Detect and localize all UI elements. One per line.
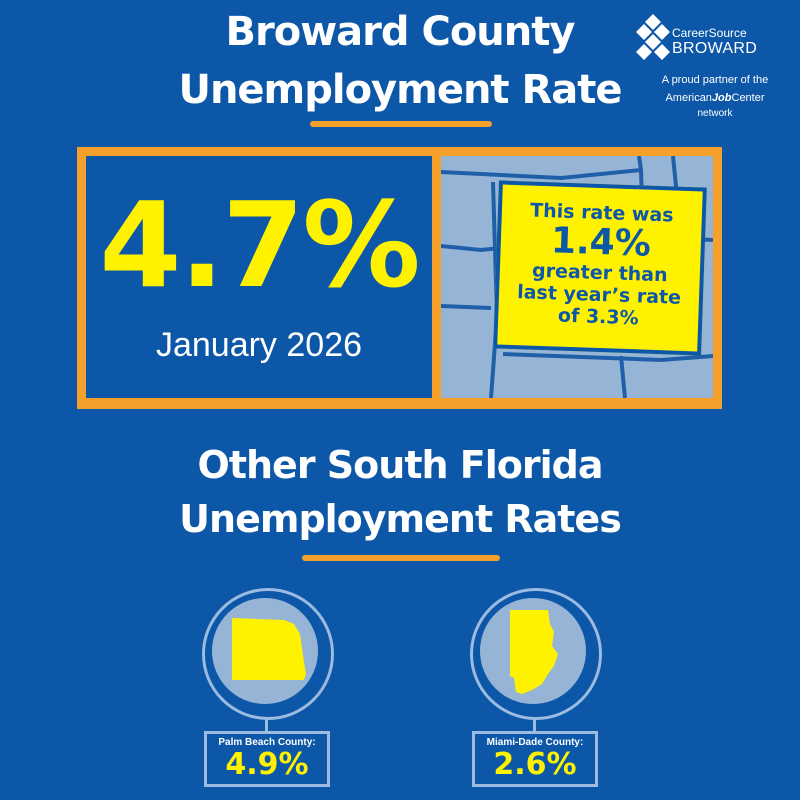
miami-dade-map-icon — [510, 610, 558, 694]
page-title: Broward County Unemployment Rate — [0, 12, 800, 110]
title-underline — [310, 121, 492, 127]
county-label: Miami-Dade County: 2.6% — [472, 731, 598, 787]
ajc-suffix: Center — [731, 92, 765, 104]
careersource-logo: CareerSource BROWARD A proud partner of … — [636, 8, 796, 128]
careersource-mark-icon — [636, 14, 670, 60]
section-title: Other South Florida Unemployment Rates — [0, 446, 800, 538]
comparison-note: This rate was 1.4% greater than last yea… — [493, 180, 707, 356]
ajc-bold: Job — [711, 92, 732, 104]
county-name: Palm Beach County: — [218, 737, 316, 748]
county-name: Miami-Dade County: — [486, 737, 584, 748]
logo-partner-text: A proud partner of the — [661, 74, 769, 86]
county-connector — [533, 717, 536, 731]
title-line-1: Broward County — [225, 9, 576, 55]
logo-network-text: network — [697, 108, 733, 119]
title-line-2: Unemployment Rate — [178, 67, 622, 113]
section-title-line-1: Other South Florida — [197, 443, 604, 487]
county-card-miami-dade: Miami-Dade County: 2.6% — [470, 588, 602, 788]
section-underline — [302, 555, 500, 561]
logo-brand-line1: CareerSource — [672, 26, 747, 40]
american-job-center-text: AmericanJobCenter — [636, 92, 794, 104]
broward-rate: 4.7% — [99, 176, 420, 314]
county-card-palm-beach: Palm Beach County: 4.9% — [202, 588, 334, 788]
rate-panel: 4.7% January 2026 — [86, 156, 432, 398]
section-title-line-2: Unemployment Rates — [179, 497, 622, 541]
county-label: Palm Beach County: 4.9% — [204, 731, 330, 787]
county-connector — [265, 717, 268, 731]
logo-brand-line2: BROWARD — [672, 40, 758, 57]
palm-beach-map-icon — [232, 618, 306, 680]
ajc-prefix: American — [665, 92, 712, 104]
rate-period: January 2026 — [155, 326, 363, 364]
county-rate: 2.6% — [493, 747, 577, 782]
county-rate: 4.9% — [225, 747, 309, 782]
